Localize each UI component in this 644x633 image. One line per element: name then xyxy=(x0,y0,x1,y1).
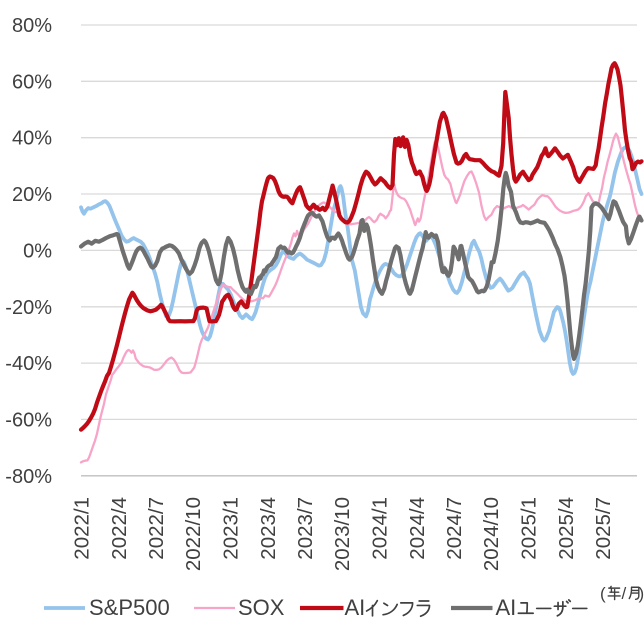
svg-text:0%: 0% xyxy=(23,240,52,262)
svg-text:2023/7: 2023/7 xyxy=(294,497,317,560)
svg-text:/: / xyxy=(622,584,627,603)
svg-text:(: ( xyxy=(600,584,606,603)
svg-text:-80%: -80% xyxy=(5,466,52,488)
svg-text:2022/4: 2022/4 xyxy=(108,497,131,560)
svg-text:2023/10: 2023/10 xyxy=(331,497,354,571)
svg-text:AI: AI xyxy=(496,595,517,620)
svg-text:2023/1: 2023/1 xyxy=(220,497,243,560)
svg-text:2024/7: 2024/7 xyxy=(443,497,466,560)
svg-text:2022/7: 2022/7 xyxy=(145,497,168,560)
svg-text:): ) xyxy=(639,584,644,603)
svg-text:2023/4: 2023/4 xyxy=(257,497,280,560)
svg-text:2025/4: 2025/4 xyxy=(555,497,578,560)
svg-text:2022/1: 2022/1 xyxy=(71,497,94,560)
svg-text:80%: 80% xyxy=(12,15,52,37)
svg-text:60%: 60% xyxy=(12,71,52,93)
svg-text:2022/10: 2022/10 xyxy=(182,497,205,571)
svg-text:-40%: -40% xyxy=(5,353,52,375)
svg-text:2024/1: 2024/1 xyxy=(369,497,392,560)
svg-text:40%: 40% xyxy=(12,128,52,150)
svg-text:SOX: SOX xyxy=(238,595,285,620)
svg-text:2025/7: 2025/7 xyxy=(592,497,615,560)
svg-text:20%: 20% xyxy=(12,184,52,206)
svg-text:2025/1: 2025/1 xyxy=(518,497,541,560)
svg-text:S&P500: S&P500 xyxy=(89,595,170,620)
svg-text:2024/4: 2024/4 xyxy=(406,497,429,560)
svg-text:-20%: -20% xyxy=(5,297,52,319)
svg-text:-60%: -60% xyxy=(5,409,52,431)
svg-text:2024/10: 2024/10 xyxy=(480,497,503,571)
svg-text:AI: AI xyxy=(345,595,366,620)
